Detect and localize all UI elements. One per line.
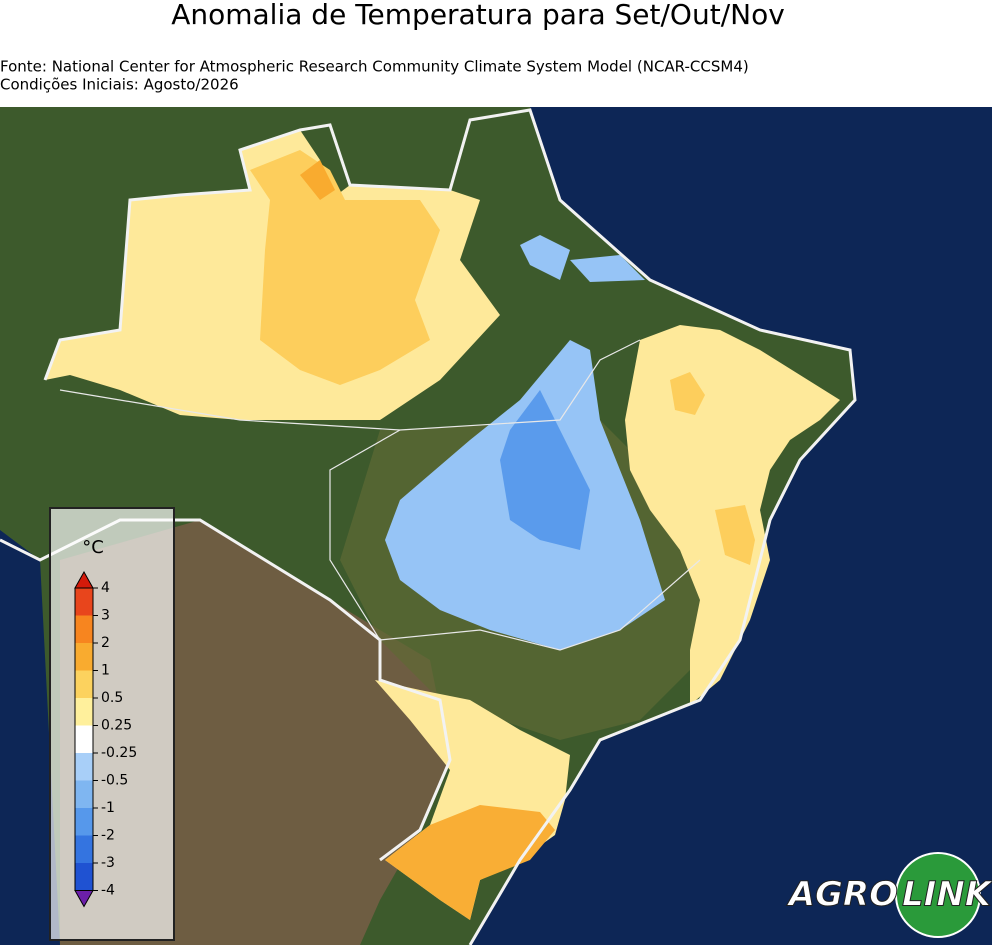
source: Fonte: National Center for Atmospheric R…	[0, 58, 749, 76]
colorbar-bin	[75, 835, 93, 863]
colorbar-bin	[75, 725, 93, 753]
title: Anomalia de Temperatura para Set/Out/Nov	[171, 0, 785, 31]
colorbar-tick-label: 0.25	[101, 718, 132, 734]
anomaly-area	[715, 505, 755, 565]
colorbar-tick-label: -4	[101, 883, 115, 899]
anomaly-area	[520, 235, 570, 280]
colorbar-bin	[75, 588, 93, 616]
colorbar-bin	[75, 643, 93, 671]
border	[43, 108, 857, 945]
colorbar-frame	[74, 587, 94, 891]
colorbar-tick-label: 1	[101, 663, 110, 679]
colorbar-tick-label: 3	[101, 608, 110, 624]
colorbar-tick-label: -1	[101, 800, 115, 816]
colorbar-tick-label: -0.5	[101, 773, 128, 789]
state-border	[59, 339, 641, 431]
anomaly-area	[570, 255, 645, 282]
anomaly-area	[670, 372, 705, 415]
colorbar-tick-label: 2	[101, 635, 110, 651]
anomaly-area	[250, 150, 440, 385]
logo: AGRO LINK	[785, 852, 992, 938]
colorbar-bin	[75, 863, 93, 891]
colorbar-bin	[75, 780, 93, 808]
colorbar-tick-label: -2	[101, 828, 115, 844]
colorbar-tick-label: -0.25	[101, 745, 137, 761]
colorbar-tick-label: 4	[101, 580, 110, 596]
state-border	[329, 429, 701, 651]
anomaly-area	[500, 390, 590, 550]
logo-circle	[895, 852, 981, 938]
anomaly-area	[300, 160, 335, 200]
colorbar-box	[49, 507, 175, 941]
colorbar-unit: °C	[82, 537, 104, 558]
colorbar-bin	[75, 698, 93, 726]
logo-text: LINK	[902, 875, 992, 915]
colorbar-bin	[75, 670, 93, 698]
initial-conditions: Condições Iniciais: Agosto/2026	[0, 76, 239, 94]
colorbar: °C 4 3 2 1 0.5 0.25 -0.25 -0.5 -1 -2 -3 -4	[49, 507, 175, 941]
colorbar-bin	[75, 753, 93, 781]
logo-text: AGRO	[786, 875, 898, 915]
anomaly-area	[385, 805, 555, 920]
colorbar-tick-label: 0.5	[101, 690, 123, 706]
colorbar-bin	[75, 615, 93, 643]
colorbar-bin	[75, 808, 93, 836]
colorbar-tick-label: -3	[101, 855, 115, 871]
